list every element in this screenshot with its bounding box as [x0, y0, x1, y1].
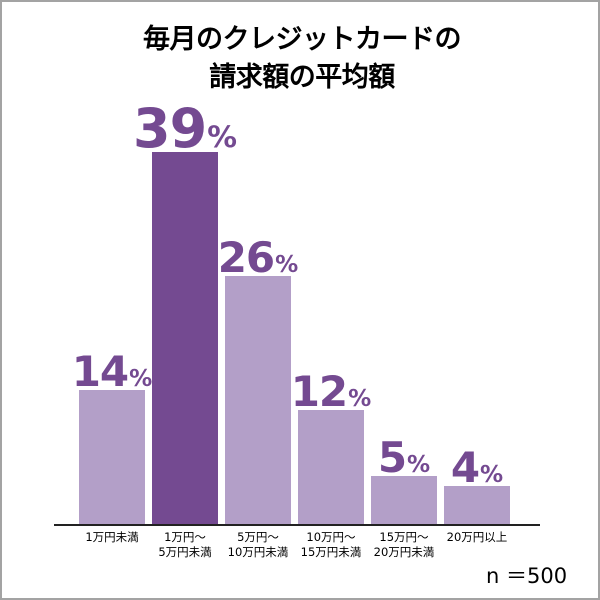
value-number: 14 — [71, 347, 129, 397]
bar-3 — [225, 276, 291, 524]
x-tick-label: 15万円〜 20万円未満 — [359, 530, 449, 560]
x-tick-label-line1: 15万円〜 — [379, 530, 429, 544]
bar-value-label: 5% — [351, 437, 457, 479]
bar-value-label: 4% — [424, 447, 530, 489]
x-tick-label-line2: 5万円未満 — [158, 545, 212, 559]
bar-value-label: 14% — [59, 351, 165, 393]
value-unit: % — [275, 252, 299, 279]
x-axis-line — [54, 524, 540, 526]
value-number: 12 — [290, 367, 348, 417]
x-tick-label-line1: 1万円〜 — [164, 530, 206, 544]
bar-5 — [371, 476, 437, 524]
x-tick-label: 5万円〜 10万円未満 — [213, 530, 303, 560]
x-tick-label-line1: 5万円〜 — [237, 530, 279, 544]
value-number: 4 — [450, 443, 480, 493]
chart-title-line1: 毎月のクレジットカードの — [143, 24, 462, 55]
bar-2 — [152, 152, 218, 524]
bar-6 — [444, 486, 510, 524]
x-tick-label: 1万円〜 5万円未満 — [140, 530, 230, 560]
value-unit: % — [348, 386, 372, 413]
chart-title-line2: 請求額の平均額 — [209, 62, 395, 93]
value-number: 26 — [217, 233, 275, 283]
x-tick-label-line2: 15万円未満 — [300, 545, 362, 559]
x-tick-label-line1: 1万円未満 — [85, 530, 139, 544]
x-tick-label: 20万円以上 — [432, 530, 522, 545]
bar-value-label: 39% — [132, 102, 238, 156]
bar-4 — [298, 410, 364, 524]
x-tick-label-line1: 10万円〜 — [306, 530, 356, 544]
value-unit: % — [407, 452, 431, 479]
x-tick-label-line1: 20万円以上 — [446, 530, 508, 544]
value-unit: % — [480, 462, 504, 489]
value-number: 5 — [377, 433, 407, 483]
x-tick-label-line2: 20万円未満 — [373, 545, 435, 559]
x-tick-label-line2: 10万円未満 — [227, 545, 289, 559]
bar-1 — [79, 390, 145, 524]
x-tick-label: 1万円未満 — [67, 530, 157, 545]
x-tick-label: 10万円〜 15万円未満 — [286, 530, 376, 560]
bar-value-label: 26% — [205, 237, 311, 279]
value-number: 39 — [133, 97, 207, 161]
value-unit: % — [207, 120, 237, 156]
bar-value-label: 12% — [278, 371, 384, 413]
value-unit: % — [129, 366, 153, 393]
sample-size-note: n ＝500 — [486, 564, 568, 588]
